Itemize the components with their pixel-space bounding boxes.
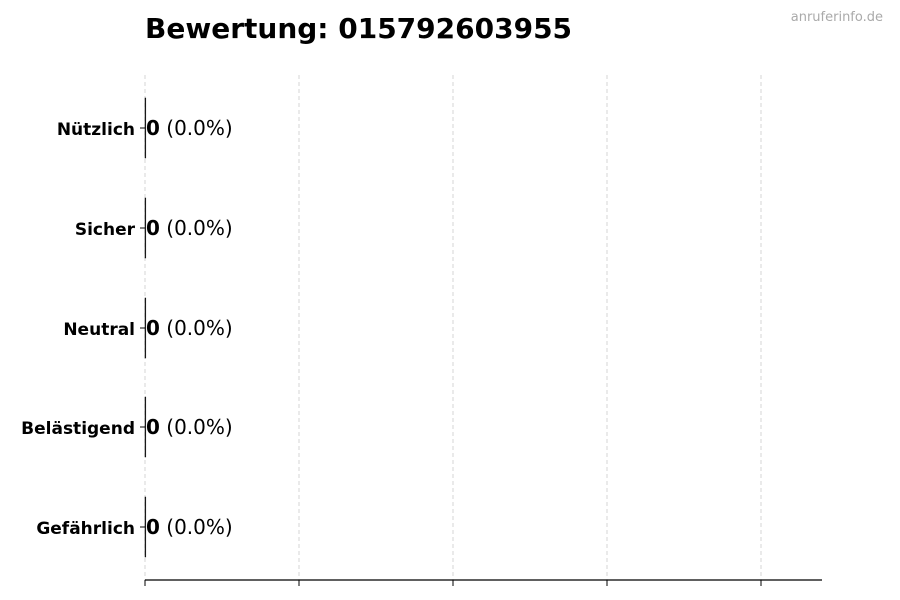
y-tick-label: Sicher bbox=[75, 220, 136, 240]
data-label-percent: (0.0%) bbox=[160, 515, 233, 539]
data-label: 0 (0.0%) bbox=[146, 415, 233, 439]
y-tick-label: Nützlich bbox=[57, 120, 135, 140]
data-label-percent: (0.0%) bbox=[160, 216, 233, 240]
data-label-count: 0 bbox=[146, 515, 160, 539]
data-label: 0 (0.0%) bbox=[146, 116, 233, 140]
data-label: 0 (0.0%) bbox=[146, 216, 233, 240]
watermark: anruferinfo.de bbox=[790, 10, 883, 25]
data-label-count: 0 bbox=[146, 116, 160, 140]
y-tick-label: Gefährlich bbox=[36, 519, 135, 539]
data-label-percent: (0.0%) bbox=[160, 316, 233, 340]
data-label: 0 (0.0%) bbox=[146, 316, 233, 340]
data-label-percent: (0.0%) bbox=[160, 415, 233, 439]
data-label: 0 (0.0%) bbox=[146, 515, 233, 539]
data-label-percent: (0.0%) bbox=[160, 116, 233, 140]
data-label-count: 0 bbox=[146, 216, 160, 240]
chart-title: Bewertung: 015792603955 bbox=[145, 12, 573, 45]
data-label-count: 0 bbox=[146, 316, 160, 340]
y-tick-label: Belästigend bbox=[21, 419, 135, 439]
data-label-count: 0 bbox=[146, 415, 160, 439]
y-tick-label: Neutral bbox=[63, 320, 135, 340]
